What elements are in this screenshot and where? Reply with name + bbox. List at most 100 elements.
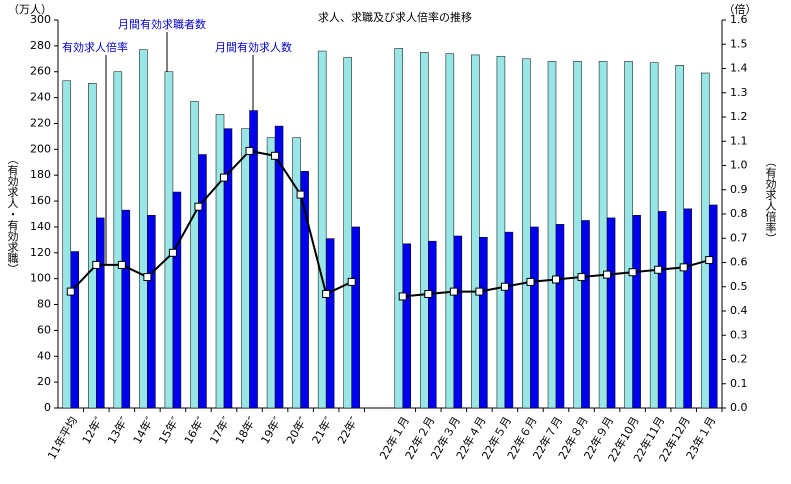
ratio-marker <box>679 263 688 272</box>
ratio-marker <box>654 265 663 274</box>
y-tick-label: 100 <box>30 272 51 285</box>
ratio-marker <box>628 268 637 277</box>
y2-tick-label: 1.6 <box>730 13 748 26</box>
y2-tick-label: 1.3 <box>730 86 748 99</box>
y2-tick-label: 0.4 <box>730 304 748 317</box>
x-tick-label: 20年″ <box>283 414 310 446</box>
ratio-line <box>70 149 353 296</box>
bar <box>241 128 250 409</box>
y-tick-label: 220 <box>30 116 51 129</box>
y-tick-label: 280 <box>30 39 51 52</box>
y-tick-label: 0 <box>44 401 51 414</box>
ratio-marker <box>66 287 75 296</box>
bar <box>445 53 455 409</box>
ratio-marker <box>117 260 126 269</box>
bar <box>547 61 557 409</box>
y2-axis-label: （有効求人倍率） <box>764 156 777 244</box>
bar <box>198 154 207 409</box>
bar <box>606 217 616 409</box>
y-tick-label: 200 <box>30 142 51 155</box>
ratio-marker <box>220 173 228 182</box>
bar <box>624 61 633 409</box>
bar <box>657 211 667 409</box>
bar <box>343 57 352 409</box>
ratio-marker <box>296 190 305 199</box>
ratio-marker <box>347 277 356 286</box>
bar <box>573 61 582 409</box>
y-tick-label: 300 <box>30 13 51 26</box>
y2-tick-label: 0.8 <box>730 207 748 220</box>
ratio-marker <box>322 290 331 299</box>
bar <box>420 52 429 409</box>
bar <box>496 55 506 409</box>
y-tick-label: 260 <box>30 65 51 78</box>
bar <box>649 62 659 409</box>
y-tick-label: 240 <box>30 91 51 104</box>
bar <box>70 251 80 409</box>
bar <box>598 61 608 409</box>
bar <box>317 50 327 409</box>
y-tick-label: 140 <box>30 220 51 233</box>
ratio-marker <box>194 202 203 211</box>
bar <box>249 110 258 409</box>
x-tick-label: 15年″ <box>155 414 182 446</box>
x-tick-label: 13年″ <box>104 414 131 446</box>
y2-tick-label: 0.5 <box>730 280 748 293</box>
y-tick-label: 20 <box>37 375 51 388</box>
bar <box>62 80 72 409</box>
bar <box>96 217 105 409</box>
bar <box>428 240 437 409</box>
y2-tick-label: 0.0 <box>730 401 748 414</box>
y2-tick-label: 0.2 <box>730 353 748 366</box>
y2-tick-label: 1.5 <box>730 37 748 50</box>
bar <box>292 137 301 409</box>
bar <box>274 125 284 409</box>
ratio-marker <box>500 282 509 291</box>
bar <box>88 83 97 409</box>
bar <box>223 128 233 409</box>
ratio-marker <box>271 151 280 160</box>
y-tick-label: 160 <box>30 194 51 207</box>
y2-unit: （倍） <box>724 2 757 16</box>
bar <box>300 171 309 409</box>
bar <box>139 49 148 409</box>
x-tick-label: 12年″ <box>79 414 106 446</box>
bar <box>708 204 718 409</box>
bar <box>471 54 480 409</box>
bar <box>113 71 123 409</box>
bar <box>581 220 590 409</box>
bar <box>453 235 463 409</box>
y-tick-label: 120 <box>30 246 51 259</box>
bar <box>632 215 641 409</box>
y-tick-label: 180 <box>30 168 51 181</box>
bar <box>683 208 692 409</box>
y2-tick-label: 0.7 <box>730 231 748 244</box>
chart-title: 求人、求職及び求人倍率の推移 <box>318 10 472 24</box>
ratio-marker <box>552 275 560 284</box>
x-tick-label: 14年″ <box>130 414 157 446</box>
bar <box>402 243 412 409</box>
ratio-marker <box>526 277 535 286</box>
bar <box>147 215 156 409</box>
x-tick-label: 21年″ <box>309 414 336 446</box>
bar <box>215 114 225 409</box>
ratio-marker <box>245 146 254 155</box>
bar <box>266 137 276 409</box>
y2-tick-label: 0.9 <box>730 183 748 196</box>
x-tick-label: 17年″ <box>207 414 234 446</box>
y2-tick-label: 1.0 <box>730 159 748 172</box>
bar <box>121 209 131 409</box>
x-tick-label: 11年平均 <box>44 414 80 462</box>
y2-tick-label: 0.1 <box>730 377 748 390</box>
y-axis-label: （有効求人・有効求職） <box>6 154 19 275</box>
x-tick-label: 18年″ <box>232 414 259 446</box>
ratio-marker <box>475 287 484 296</box>
bar <box>325 238 335 409</box>
y-tick-label: 40 <box>37 349 51 362</box>
y2-tick-label: 1.2 <box>730 110 748 123</box>
ratio-marker <box>705 256 714 265</box>
bar <box>190 101 199 409</box>
ratio-marker <box>92 260 101 269</box>
x-tick-label: 22年″ <box>334 414 361 446</box>
